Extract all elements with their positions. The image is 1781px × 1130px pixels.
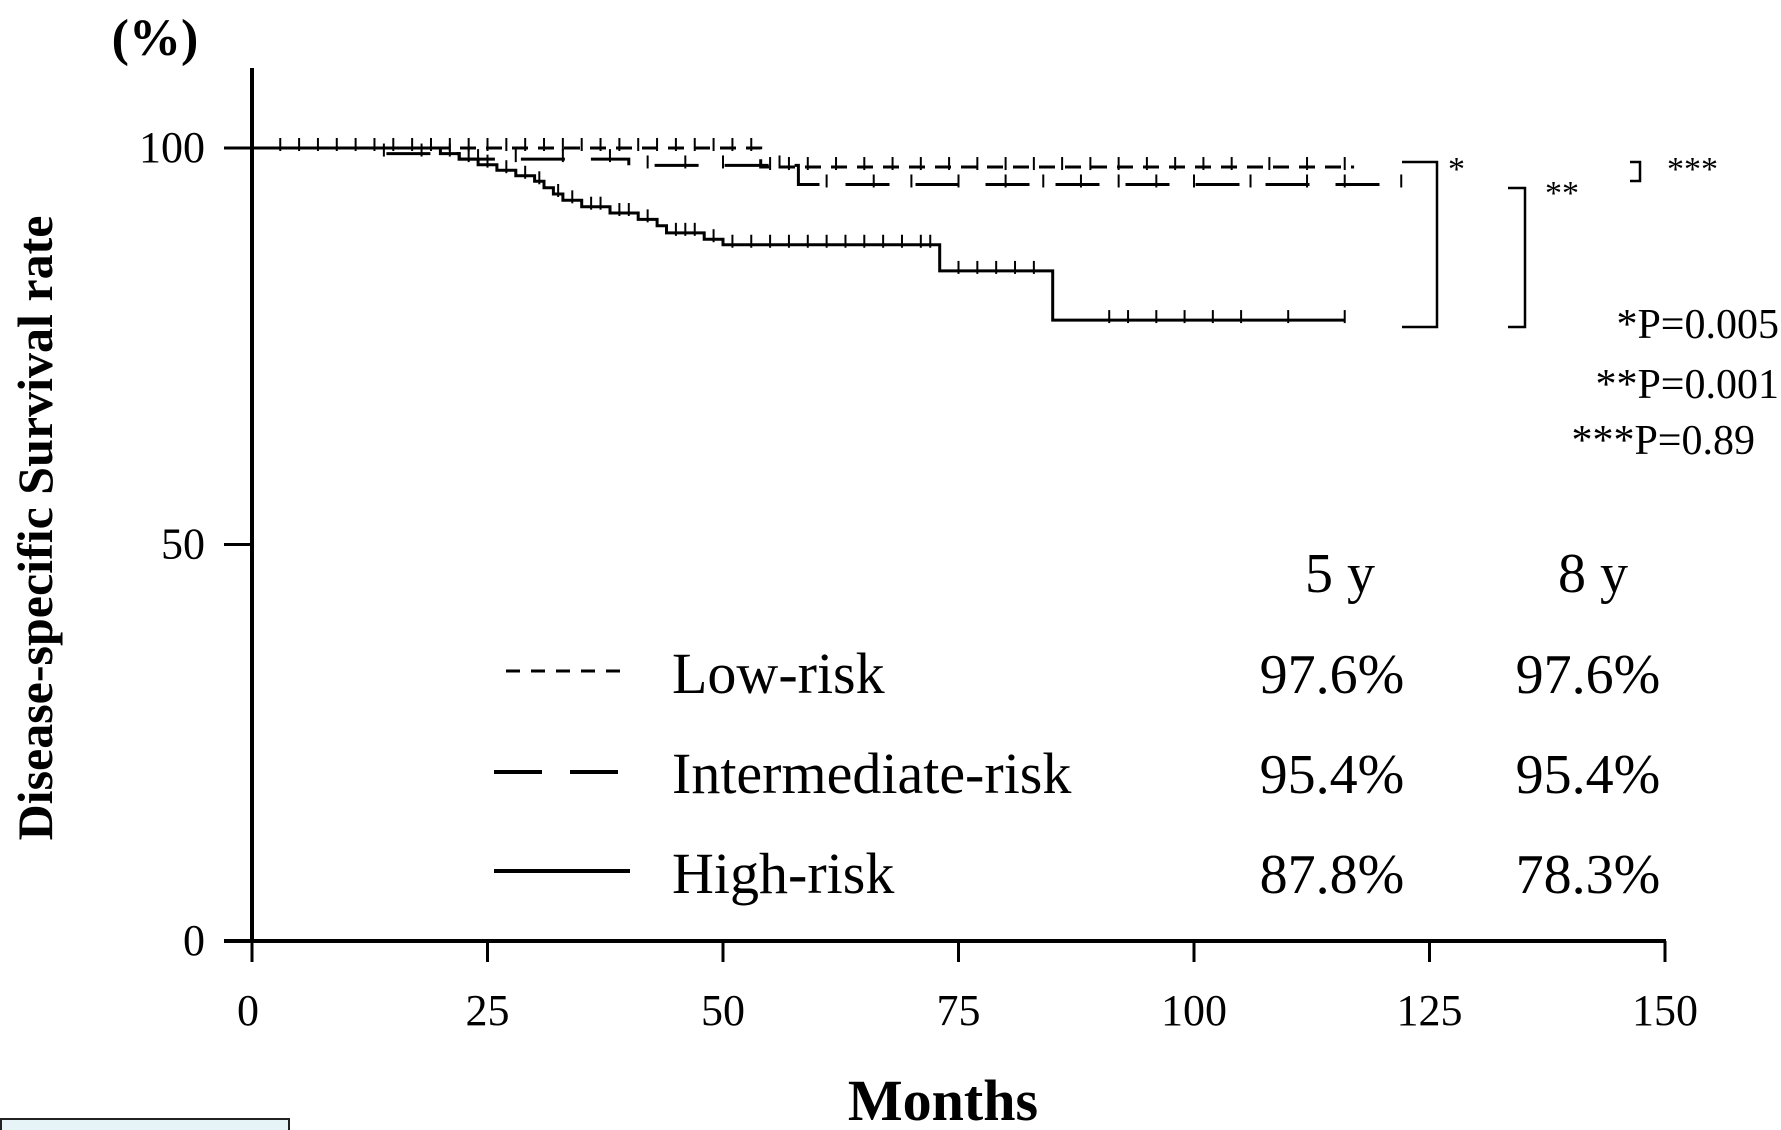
bracket-intermediate-vs-high — [1508, 186, 1527, 329]
y-tick-label: 100 — [139, 123, 205, 172]
series-layer — [252, 138, 1403, 324]
legend-label-high-risk: High-risk — [672, 841, 894, 906]
series-line-low-risk — [252, 146, 1355, 169]
table-cell-high-8y: 78.3% — [1516, 844, 1661, 906]
table-header-8y: 8 y — [1558, 543, 1628, 605]
bottom-panel-edge — [0, 1118, 290, 1130]
comparison-marker-3: *** — [1667, 151, 1718, 188]
x-tick-group: 0 25 50 75 100 125 150 — [237, 941, 1698, 1035]
x-tick-label: 0 — [237, 986, 259, 1035]
bracket-low-vs-intermediate — [1630, 160, 1642, 183]
x-tick-label: 125 — [1397, 986, 1463, 1035]
x-tick-label: 150 — [1632, 986, 1698, 1035]
x-tick-label: 100 — [1161, 986, 1227, 1035]
y-unit-label: (%) — [112, 10, 199, 67]
y-tick-group: 0 50 100 — [139, 123, 252, 965]
x-tick-label: 75 — [937, 986, 981, 1035]
table-cell-intermediate-5y: 95.4% — [1260, 744, 1405, 806]
y-tick-label: 50 — [161, 520, 205, 569]
p-value-3: ***P=0.89 — [1571, 418, 1755, 464]
legend-label-intermediate-risk: Intermediate-risk — [672, 741, 1071, 806]
table-cell-intermediate-8y: 95.4% — [1516, 744, 1661, 806]
legend-label-low-risk: Low-risk — [672, 641, 885, 706]
series-line-intermediate-risk — [252, 146, 1402, 186]
p-value-2: **P=0.001 — [1595, 362, 1779, 408]
table-cell-high-5y: 87.8% — [1260, 844, 1405, 906]
x-axis-title: Months — [848, 1068, 1038, 1128]
comparison-marker-2: ** — [1545, 175, 1579, 212]
x-tick-label: 50 — [701, 986, 745, 1035]
comparison-brackets — [1402, 160, 1642, 329]
table-cell-low-8y: 97.6% — [1516, 644, 1661, 706]
y-tick-label: 0 — [183, 916, 205, 965]
comparison-marker-1: * — [1448, 151, 1465, 188]
bracket-low-vs-high — [1402, 160, 1439, 329]
x-tick-label: 25 — [466, 986, 510, 1035]
y-axis-title: Disease-specific Survival rate — [7, 216, 63, 841]
table-header-5y: 5 y — [1305, 543, 1375, 605]
table-cell-low-5y: 97.6% — [1260, 644, 1405, 706]
p-value-1: *P=0.005 — [1616, 302, 1779, 348]
